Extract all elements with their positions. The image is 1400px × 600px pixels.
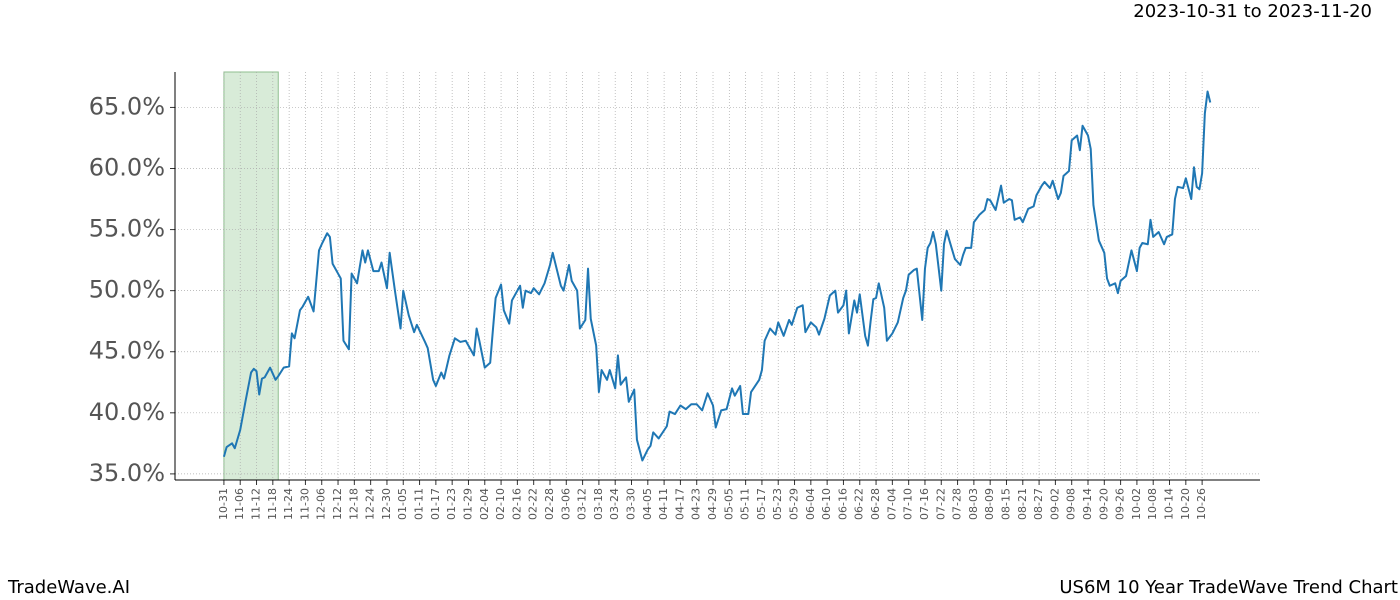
x-tick-label: 03-18 — [592, 488, 605, 520]
x-tick-label: 06-10 — [820, 488, 833, 520]
x-tick-label: 05-29 — [788, 488, 801, 520]
x-tick-label: 09-08 — [1065, 488, 1078, 520]
highlight-span — [223, 71, 279, 481]
x-tick-label: 12-18 — [347, 488, 360, 520]
y-tick-label: 35.0% — [89, 459, 165, 487]
chart-title: 2023-10-31 to 2023-11-20 — [1133, 1, 1372, 22]
x-tick-label: 10-31 — [217, 488, 230, 520]
x-tick-label: 09-02 — [1048, 488, 1061, 520]
x-tick-label: 02-28 — [543, 488, 556, 520]
x-tick-label: 07-22 — [934, 488, 947, 520]
x-tick-label: 07-10 — [902, 488, 915, 520]
x-tick-label: 11-24 — [282, 488, 295, 520]
x-tick-label: 02-10 — [494, 488, 507, 520]
x-tick-label: 03-30 — [624, 488, 637, 520]
footer-right: US6M 10 Year TradeWave Trend Chart — [1059, 577, 1398, 598]
x-tick-label: 04-05 — [641, 488, 654, 520]
x-tick-label: 02-16 — [510, 488, 523, 520]
y-tick-label: 40.0% — [89, 398, 165, 426]
x-tick-label: 07-28 — [951, 488, 964, 520]
y-tick-label: 55.0% — [89, 215, 165, 243]
x-tick-label: 01-29 — [461, 488, 474, 520]
x-tick-label: 08-27 — [1032, 488, 1045, 520]
x-tick-label: 05-05 — [722, 488, 735, 520]
x-tick-label: 05-23 — [771, 488, 784, 520]
x-tick-label: 05-11 — [739, 488, 752, 520]
x-tick-label: 07-16 — [918, 488, 931, 520]
x-tick-label: 01-17 — [429, 488, 442, 520]
x-tick-label: 11-12 — [250, 488, 263, 520]
x-tick-label: 10-26 — [1195, 488, 1208, 520]
x-tick-label: 04-23 — [690, 488, 703, 520]
x-tick-label: 07-04 — [885, 488, 898, 520]
x-tick-label: 10-08 — [1146, 488, 1159, 520]
x-tick-label: 09-20 — [1097, 488, 1110, 520]
x-tick-label: 02-04 — [478, 488, 491, 520]
x-tick-label: 12-12 — [331, 488, 344, 520]
x-tick-label: 04-11 — [657, 488, 670, 520]
x-tick-label: 06-22 — [853, 488, 866, 520]
x-tick-label: 10-20 — [1179, 488, 1192, 520]
x-tick-label: 06-28 — [869, 488, 882, 520]
x-tick-label: 12-24 — [364, 488, 377, 520]
x-tick-label: 10-02 — [1130, 488, 1143, 520]
x-tick-label: 08-03 — [967, 488, 980, 520]
x-tick-label: 03-24 — [608, 488, 621, 520]
x-tick-label: 08-15 — [999, 488, 1012, 520]
data-line — [222, 90, 1212, 462]
x-tick-label: 08-09 — [983, 488, 996, 520]
x-tick-label: 06-04 — [804, 488, 817, 520]
x-tick-label: 02-22 — [527, 488, 540, 520]
x-tick-label: 08-21 — [1016, 488, 1029, 520]
y-tick-label: 65.0% — [89, 92, 165, 120]
x-tick-label: 04-17 — [673, 488, 686, 520]
x-tick-label: 01-23 — [445, 488, 458, 520]
x-tick-label: 09-26 — [1114, 488, 1127, 520]
y-tick-label: 50.0% — [89, 276, 165, 304]
x-tick-label: 03-06 — [559, 488, 572, 520]
x-tick-label: 12-06 — [315, 488, 328, 520]
x-tick-label: 11-30 — [298, 488, 311, 520]
x-tick-label: 11-18 — [266, 488, 279, 520]
x-tick-label: 12-30 — [380, 488, 393, 520]
x-tick-label: 01-05 — [396, 488, 409, 520]
x-tick-label: 06-16 — [836, 488, 849, 520]
x-tick-label: 09-14 — [1081, 488, 1094, 520]
x-tick-label: 03-12 — [576, 488, 589, 520]
x-tick-label: 05-17 — [755, 488, 768, 520]
x-tick-label: 04-29 — [706, 488, 719, 520]
footer-left: TradeWave.AI — [7, 577, 130, 598]
x-tick-label: 10-14 — [1163, 488, 1176, 520]
x-tick-label: 11-06 — [233, 488, 246, 520]
y-tick-label: 45.0% — [89, 337, 165, 365]
y-tick-label: 60.0% — [89, 154, 165, 182]
x-tick-label: 01-11 — [413, 488, 426, 520]
